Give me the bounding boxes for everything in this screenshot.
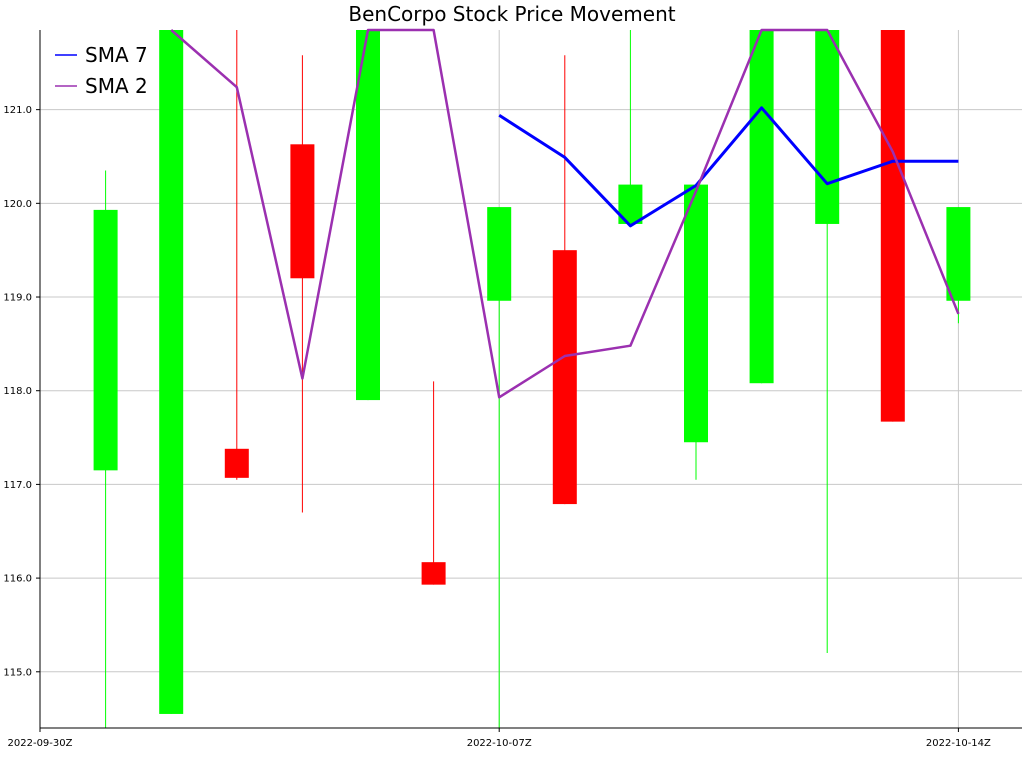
grid-lines — [40, 30, 1022, 728]
candle-body — [684, 184, 708, 443]
candle-body — [224, 448, 249, 478]
sma-line-2 — [170, 28, 960, 399]
candle-body — [421, 562, 446, 585]
legend: SMA 7 SMA 2 — [55, 43, 148, 98]
x-tick-label: 2022-09-30Z — [8, 738, 73, 749]
candle-bodies — [93, 30, 971, 714]
candle-body — [552, 250, 577, 505]
legend-label: SMA 7 — [85, 43, 148, 67]
y-tick-label: 121.0 — [3, 105, 32, 116]
x-tick-label: 2022-10-07Z — [467, 738, 532, 749]
candle-body — [815, 30, 840, 224]
legend-label: SMA 2 — [85, 74, 148, 98]
candle-body — [487, 207, 512, 301]
candle-body — [946, 207, 971, 301]
sma-line-1 — [498, 106, 959, 228]
candle-body — [749, 30, 774, 384]
y-tick-label: 120.0 — [3, 199, 32, 210]
candle-body — [93, 209, 118, 471]
axes: 115.0 116.0 117.0 118.0 119.0 120.0 121.0 2022-… — [3, 30, 1022, 749]
candle-body — [356, 30, 380, 401]
y-tick-label: 116.0 — [3, 574, 32, 585]
candle-body — [159, 30, 184, 714]
candle-body — [880, 30, 905, 422]
x-tick-label: 2022-10-14Z — [926, 738, 991, 749]
y-tick-label: 118.0 — [3, 386, 32, 397]
y-tick-label: 119.0 — [3, 293, 32, 304]
y-tick-label: 115.0 — [3, 667, 32, 678]
candle-body — [290, 144, 315, 279]
y-tick-label: 117.0 — [3, 480, 32, 491]
sma-lines — [170, 28, 960, 399]
chart-title: BenCorpo Stock Price Movement — [348, 2, 675, 26]
